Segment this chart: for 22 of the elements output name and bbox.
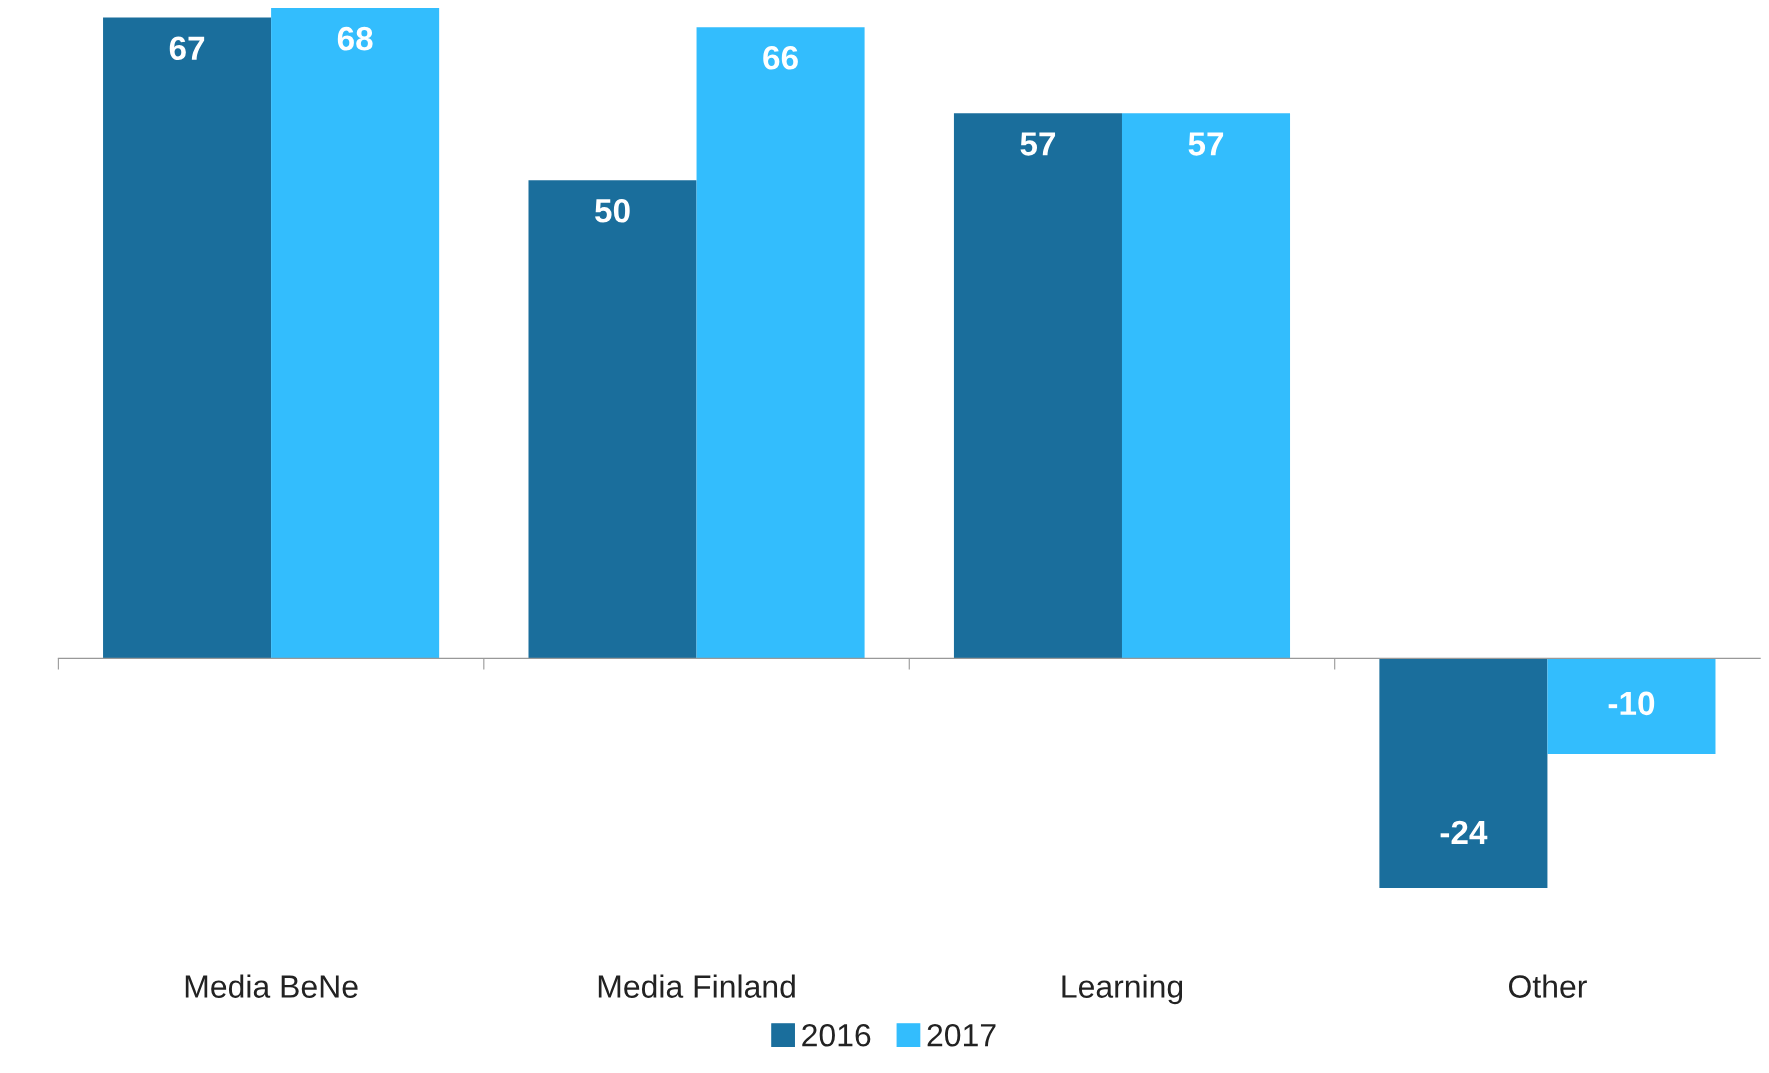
legend-label: 2017 [927, 1023, 996, 1047]
bar [696, 27, 865, 659]
data-label: 67 [169, 36, 205, 61]
x-tick-label: Other [1509, 974, 1587, 998]
data-label: -24 [1440, 820, 1488, 844]
x-tick-label: Media Finland [598, 974, 795, 998]
bar [1121, 113, 1291, 659]
data-label: 66 [763, 45, 798, 70]
legend-label: 2016 [802, 1023, 871, 1047]
data-label: 68 [337, 26, 373, 51]
bar [953, 113, 1122, 659]
data-label: 57 [1020, 132, 1056, 156]
bar [271, 8, 440, 659]
x-tick-label: Media BeNe [185, 974, 358, 998]
bar [1379, 658, 1548, 888]
data-label: -10 [1608, 691, 1655, 716]
bar [103, 17, 272, 659]
data-label: 50 [595, 199, 630, 223]
bar [528, 180, 697, 659]
x-tick-label: Learning [1062, 974, 1183, 1005]
data-label: 57 [1188, 132, 1224, 156]
bar [1547, 658, 1716, 755]
